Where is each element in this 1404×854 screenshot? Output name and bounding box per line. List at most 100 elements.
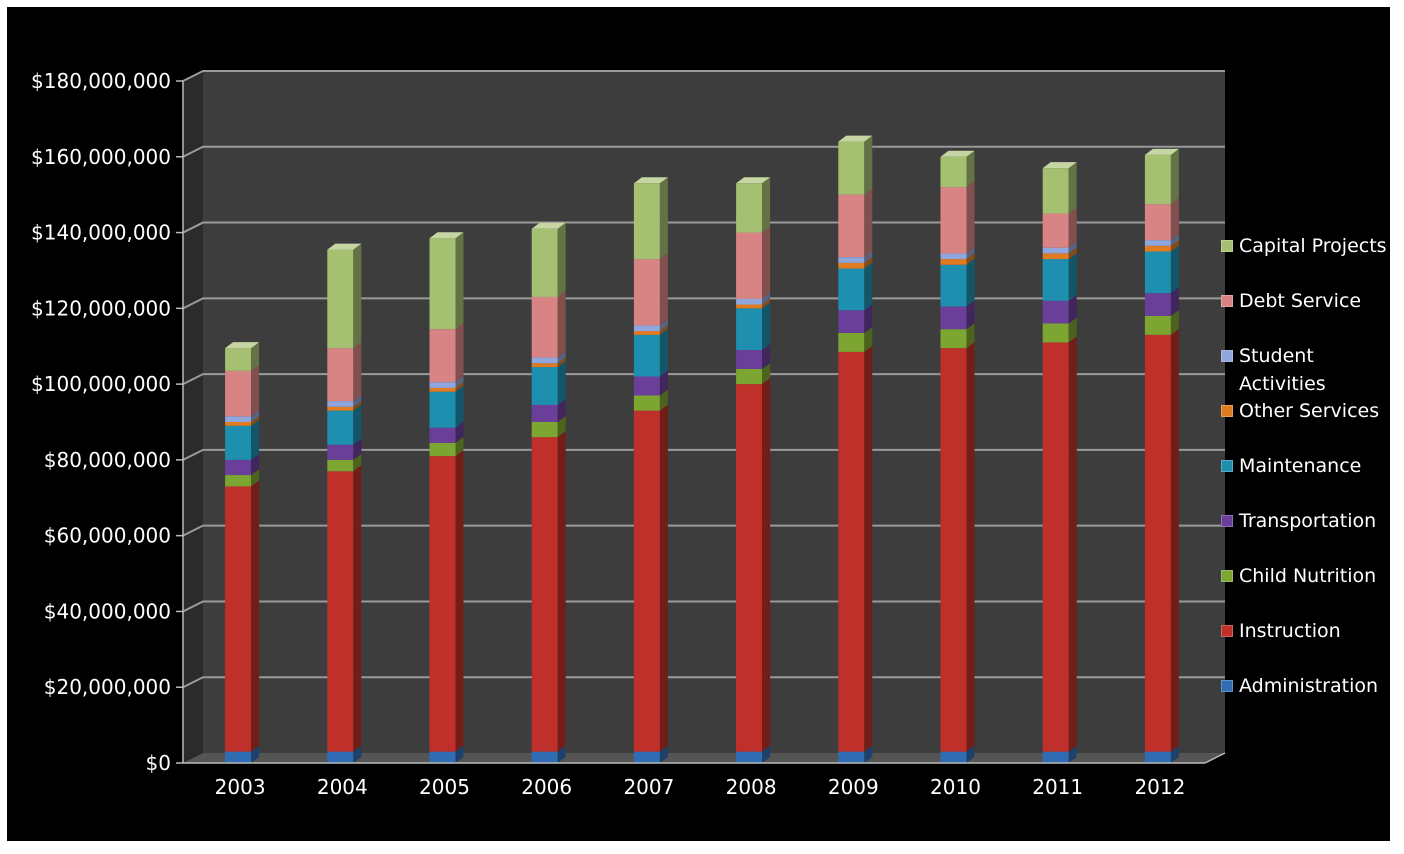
bar-face — [736, 368, 763, 385]
bar-segment-administration — [838, 745, 873, 763]
bar-segment-debt-service — [633, 253, 668, 326]
bar-side — [762, 378, 771, 752]
bar-face — [736, 384, 763, 752]
bar-side — [455, 385, 464, 428]
bar-side — [966, 323, 975, 349]
bar-side — [864, 745, 873, 763]
bar-face — [225, 459, 252, 476]
bar-face — [838, 262, 865, 269]
bar-side — [251, 745, 260, 763]
bar-side — [353, 453, 362, 472]
bar-face — [940, 253, 967, 260]
bar-side — [864, 304, 873, 333]
bar-side — [455, 450, 464, 752]
bar-segment-capital-projects — [838, 135, 873, 195]
bar-side — [1170, 198, 1179, 241]
bar-face — [531, 751, 558, 763]
bar-face — [1144, 251, 1171, 294]
legend-item-administration: Administration — [1221, 672, 1378, 700]
bar-side — [557, 222, 566, 297]
bar-side — [864, 345, 873, 752]
bar-segment-transportation — [531, 398, 566, 422]
bar-segment-student-activities — [531, 351, 566, 364]
bar-side — [251, 480, 260, 752]
x-tick-label: 2007 — [623, 775, 674, 799]
bar-face — [736, 232, 763, 299]
bar-side — [1068, 317, 1077, 343]
bar-segment-maintenance — [736, 302, 771, 351]
bar-face — [838, 351, 865, 752]
legend-label: Capital Projects — [1239, 235, 1387, 257]
bar-segment-student-activities — [327, 395, 362, 407]
y-tick-label: $40,000,000 — [44, 599, 171, 623]
legend-label: Debt Service — [1239, 290, 1362, 312]
bar-side — [659, 370, 668, 396]
bar-face — [1042, 300, 1069, 324]
bar-segment-administration — [225, 745, 260, 763]
bar-side — [557, 745, 566, 763]
bar-face — [531, 363, 558, 368]
bar-side — [864, 326, 873, 352]
bar-side — [659, 319, 668, 332]
bar-face — [429, 751, 456, 763]
legend-item-capital-projects: Capital Projects — [1221, 232, 1387, 260]
bar-face — [327, 249, 354, 349]
bar-side — [353, 243, 362, 349]
bar-side — [1170, 245, 1179, 294]
bar-stack-2008 — [736, 177, 771, 763]
bar-segment-child-nutrition — [633, 389, 668, 411]
bar-segment-capital-projects — [736, 177, 771, 233]
bar-side — [864, 262, 873, 311]
bar-segment-instruction — [940, 342, 975, 752]
bar-segment-student-activities — [225, 410, 260, 422]
bar-segment-debt-service — [429, 323, 464, 383]
bar-face — [633, 259, 660, 326]
bar-segment-other-services — [531, 357, 566, 368]
bar-segment-transportation — [1144, 287, 1179, 316]
legend-label: Transportation — [1239, 510, 1377, 532]
bar-side — [966, 342, 975, 752]
bar-side — [1068, 294, 1077, 324]
bar-face — [633, 325, 660, 332]
bar-side — [251, 416, 260, 426]
gridline — [182, 373, 1225, 386]
bar-segment-instruction — [838, 345, 873, 752]
bar-segment-other-services — [1042, 247, 1077, 260]
bar-face — [736, 183, 763, 233]
bar-side — [557, 351, 566, 364]
bar-face — [940, 156, 967, 188]
gridline — [182, 221, 1225, 234]
bar-face — [225, 475, 252, 487]
bar-face — [429, 427, 456, 443]
bar-segment-student-activities — [736, 292, 771, 305]
bar-face — [225, 416, 252, 422]
x-tick-label: 2005 — [419, 775, 470, 799]
bar-side — [1170, 234, 1179, 246]
bar-face — [838, 141, 865, 195]
bar-side — [659, 404, 668, 752]
bar-segment-maintenance — [1144, 245, 1179, 294]
bar-face — [838, 194, 865, 258]
legend-label: Other Services — [1239, 400, 1380, 422]
bar-segment-child-nutrition — [531, 416, 566, 438]
bar-side — [966, 150, 975, 188]
legend-item-student-activities: Student Activities — [1221, 342, 1326, 398]
bar-stack-2010 — [940, 150, 975, 763]
bar-top — [838, 135, 873, 142]
bar-side — [659, 745, 668, 763]
bar-face — [327, 401, 354, 407]
bar-side — [455, 436, 464, 457]
bar-side — [1068, 253, 1077, 301]
bar-face — [940, 187, 967, 254]
bar-segment-other-services — [736, 298, 771, 309]
bar-stack-2005 — [429, 232, 464, 763]
bar-segment-debt-service — [327, 342, 362, 402]
bar-segment-capital-projects — [940, 150, 975, 188]
bar-segment-instruction — [429, 450, 464, 752]
bar-side — [1068, 207, 1077, 248]
bar-face — [327, 410, 354, 445]
x-tick-label: 2010 — [930, 775, 981, 799]
bar-face — [1144, 751, 1171, 763]
legend-swatch — [1221, 405, 1233, 417]
bar-face — [1042, 247, 1069, 254]
